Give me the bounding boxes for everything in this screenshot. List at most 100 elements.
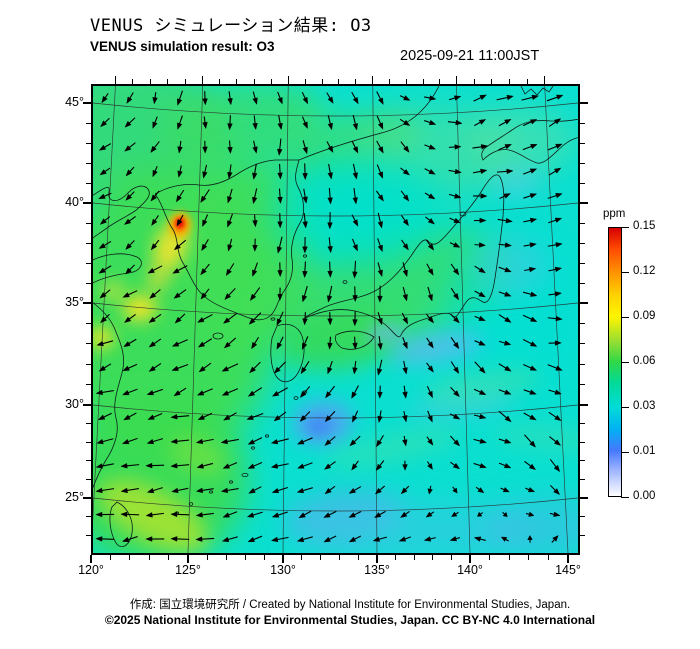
lon-minor-tick — [389, 79, 391, 84]
colorbar-tick — [621, 361, 629, 363]
timestamp-label: 2025-09-21 11:00JST — [400, 48, 540, 64]
lon-minor-tick — [422, 79, 424, 84]
copyright-line: ©2025 National Institute for Environment… — [104, 613, 596, 627]
lat-minor-tick — [580, 343, 585, 345]
map-frame — [91, 84, 580, 555]
lat-minor-tick — [86, 343, 91, 345]
lon-tick-label: 125° — [175, 563, 201, 577]
lat-minor-tick — [580, 142, 585, 144]
lat-major-tick — [580, 404, 588, 406]
lon-minor-tick — [355, 79, 357, 84]
colorbar-tick-label: 0.00 — [633, 490, 656, 502]
colorbar-tick-label: 0.09 — [633, 310, 656, 322]
lon-minor-tick — [338, 555, 340, 560]
colorbar-tick-label: 0.06 — [633, 355, 656, 367]
lat-minor-tick — [86, 142, 91, 144]
lon-minor-tick — [184, 79, 186, 84]
lon-minor-tick — [526, 79, 528, 84]
lat-minor-tick — [580, 162, 585, 164]
lon-minor-tick — [149, 79, 151, 84]
lon-minor-tick — [244, 555, 246, 560]
lon-minor-tick — [357, 555, 359, 560]
lat-minor-tick — [86, 516, 91, 518]
lat-minor-tick — [580, 282, 585, 284]
lon-minor-tick — [129, 555, 131, 560]
lat-minor-tick — [86, 182, 91, 184]
lon-minor-tick — [253, 79, 255, 84]
lat-minor-tick — [86, 262, 91, 264]
lat-tick-label: 45° — [65, 95, 84, 109]
lon-minor-tick — [148, 555, 150, 560]
lat-minor-tick — [86, 534, 91, 536]
lon-minor-tick — [528, 555, 530, 560]
lon-minor-tick — [432, 555, 434, 560]
lat-major-tick — [580, 302, 588, 304]
lon-minor-tick — [321, 79, 323, 84]
lon-tick-label: 130° — [270, 563, 296, 577]
lon-minor-tick — [473, 79, 475, 84]
lat-minor-tick — [580, 478, 585, 480]
lat-minor-tick — [86, 282, 91, 284]
colorbar — [608, 227, 622, 497]
lon-major-tick — [376, 555, 378, 563]
lon-minor-tick — [338, 79, 340, 84]
lat-major-tick — [83, 202, 91, 204]
lon-major-tick — [469, 555, 471, 563]
lon-minor-tick — [219, 79, 221, 84]
coastlines — [93, 86, 578, 547]
lat-minor-tick — [580, 262, 585, 264]
lon-minor-tick — [508, 79, 510, 84]
lon-minor-tick — [405, 79, 407, 84]
lon-tick-label: 135° — [364, 563, 390, 577]
lon-minor-tick — [491, 79, 493, 84]
lat-major-tick — [83, 404, 91, 406]
lon-tick-label: 140° — [457, 563, 483, 577]
lat-minor-tick — [580, 441, 585, 443]
lon-major-tick — [90, 555, 92, 563]
colorbar-tick-label: 0.01 — [633, 445, 656, 457]
lat-minor-tick — [580, 242, 585, 244]
wind-vectors — [95, 90, 564, 543]
lon-minor-tick — [301, 555, 303, 560]
lat-minor-tick — [580, 384, 585, 386]
lat-minor-tick — [86, 122, 91, 124]
lat-major-tick — [580, 497, 588, 499]
lon-minor-tick — [450, 555, 452, 560]
lat-minor-tick — [580, 122, 585, 124]
page-title-english: VENUS simulation result: O3 — [90, 39, 275, 54]
lat-major-tick — [83, 302, 91, 304]
lat-minor-tick — [86, 423, 91, 425]
lon-minor-tick — [508, 555, 510, 560]
lon-tick-label: 120° — [78, 563, 104, 577]
colorbar-tick — [621, 316, 629, 318]
lon-minor-tick — [304, 79, 306, 84]
lat-minor-tick — [86, 322, 91, 324]
colorbar-tick — [621, 451, 629, 453]
lon-minor-tick — [206, 555, 208, 560]
lon-tick-label: 145° — [555, 563, 581, 577]
colorbar-unit-label: ppm — [603, 208, 626, 220]
lon-minor-tick — [547, 555, 549, 560]
lat-tick-label: 40° — [65, 195, 84, 209]
lon-minor-tick — [270, 79, 272, 84]
lon-minor-tick — [167, 79, 169, 84]
lat-minor-tick — [580, 460, 585, 462]
lat-major-tick — [580, 202, 588, 204]
lat-minor-tick — [86, 478, 91, 480]
lat-minor-tick — [86, 441, 91, 443]
lon-minor-tick — [263, 555, 265, 560]
lat-minor-tick — [580, 423, 585, 425]
lat-major-tick — [83, 102, 91, 104]
lon-minor-tick — [225, 555, 227, 560]
lat-minor-tick — [86, 162, 91, 164]
lat-major-tick — [83, 497, 91, 499]
lat-minor-tick — [580, 516, 585, 518]
lat-major-tick — [580, 102, 588, 104]
lon-minor-tick — [168, 555, 170, 560]
lon-major-tick — [567, 555, 569, 563]
colorbar-tick — [621, 271, 629, 273]
lat-minor-tick — [86, 222, 91, 224]
lat-minor-tick — [86, 384, 91, 386]
lat-tick-label: 35° — [65, 295, 84, 309]
